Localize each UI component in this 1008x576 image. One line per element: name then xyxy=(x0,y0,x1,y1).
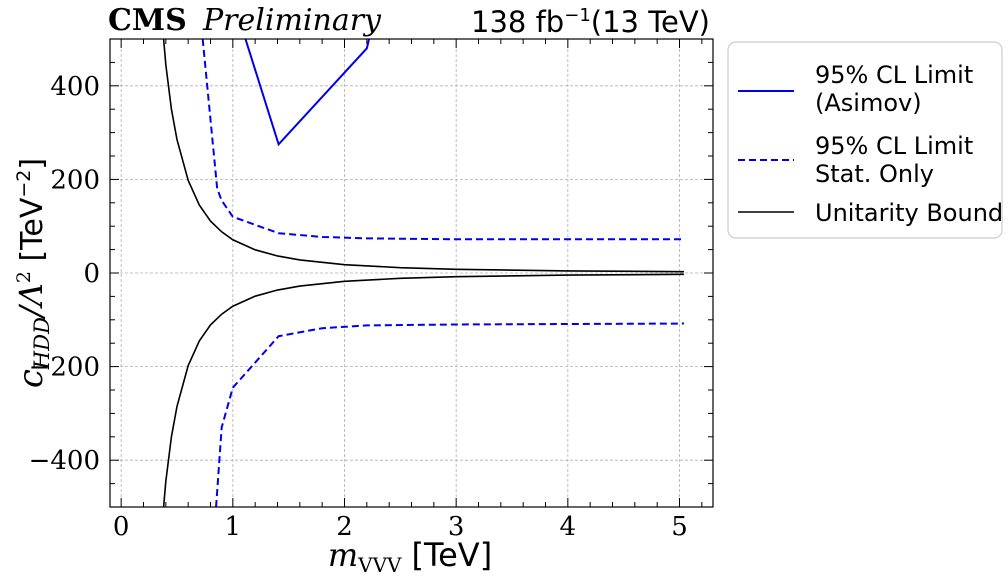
series-line-0-0 xyxy=(244,39,371,147)
grid xyxy=(110,39,713,507)
x-tick-label: 1 xyxy=(225,512,242,542)
y-axis-lambda-exp: 2 xyxy=(13,271,35,283)
y-axis-unit: [TeV xyxy=(15,197,50,271)
y-tick-label: −400 xyxy=(29,446,100,476)
experiment-label: CMS xyxy=(108,3,187,38)
y-tick-label: 0 xyxy=(83,259,100,289)
x-tick-label: 2 xyxy=(336,512,353,542)
legend-label-unitarity: Unitarity Bound xyxy=(815,199,1003,227)
y-axis-unit-exp: −2 xyxy=(13,170,35,198)
ticks xyxy=(110,38,713,508)
series-layer xyxy=(162,39,684,507)
y-axis-subscript: HDD xyxy=(30,317,54,370)
y-tick-label: 400 xyxy=(50,72,100,102)
series-line-1-0 xyxy=(201,39,684,241)
series-line-2-1 xyxy=(162,273,684,507)
x-axis-symbol: m xyxy=(328,536,358,574)
legend-label-asimov-line2: (Asimov) xyxy=(815,89,922,117)
y-tick-label: 200 xyxy=(50,165,100,195)
x-axis-unit: [TeV] xyxy=(412,536,493,574)
x-tick-label: 0 xyxy=(113,512,130,542)
legend-label-stat-only: 95% CL Limit xyxy=(815,132,973,160)
x-tick-label: 5 xyxy=(671,512,688,542)
legend-label-asimov: 95% CL Limit xyxy=(815,61,973,89)
y-tick-label: −200 xyxy=(29,353,100,383)
legend-label-stat-only-line2: Stat. Only xyxy=(815,160,934,188)
lumi-label: 138 fb−1(13 TeV) xyxy=(471,5,710,39)
series-line-1-1 xyxy=(215,322,684,507)
lumi-energy: (13 TeV) xyxy=(591,5,710,39)
x-axis-subscript: VVV xyxy=(357,553,402,576)
lumi-exponent: −1 xyxy=(564,5,591,26)
x-tick-label: 4 xyxy=(560,512,577,542)
y-axis-unit-close: ] xyxy=(15,158,50,170)
series-line-2-0 xyxy=(162,39,684,273)
legend: 95% CL Limit (Asimov) 95% CL Limit Stat.… xyxy=(727,41,1003,239)
y-axis-lambda: /Λ xyxy=(12,283,50,320)
status-label: Preliminary xyxy=(202,3,382,38)
y-axis-symbol: c xyxy=(11,369,51,388)
lumi-value: 138 fb xyxy=(471,5,564,39)
tick-labels: 0 1 2 3 4 5 −400 −200 0 200 400 xyxy=(29,72,688,542)
x-tick-label: 3 xyxy=(448,512,465,542)
legend-box xyxy=(727,41,1003,239)
y-axis-label: cHDD/Λ2 [TeV−2] xyxy=(11,158,54,388)
x-axis-label: mVVV [TeV] xyxy=(328,536,492,576)
